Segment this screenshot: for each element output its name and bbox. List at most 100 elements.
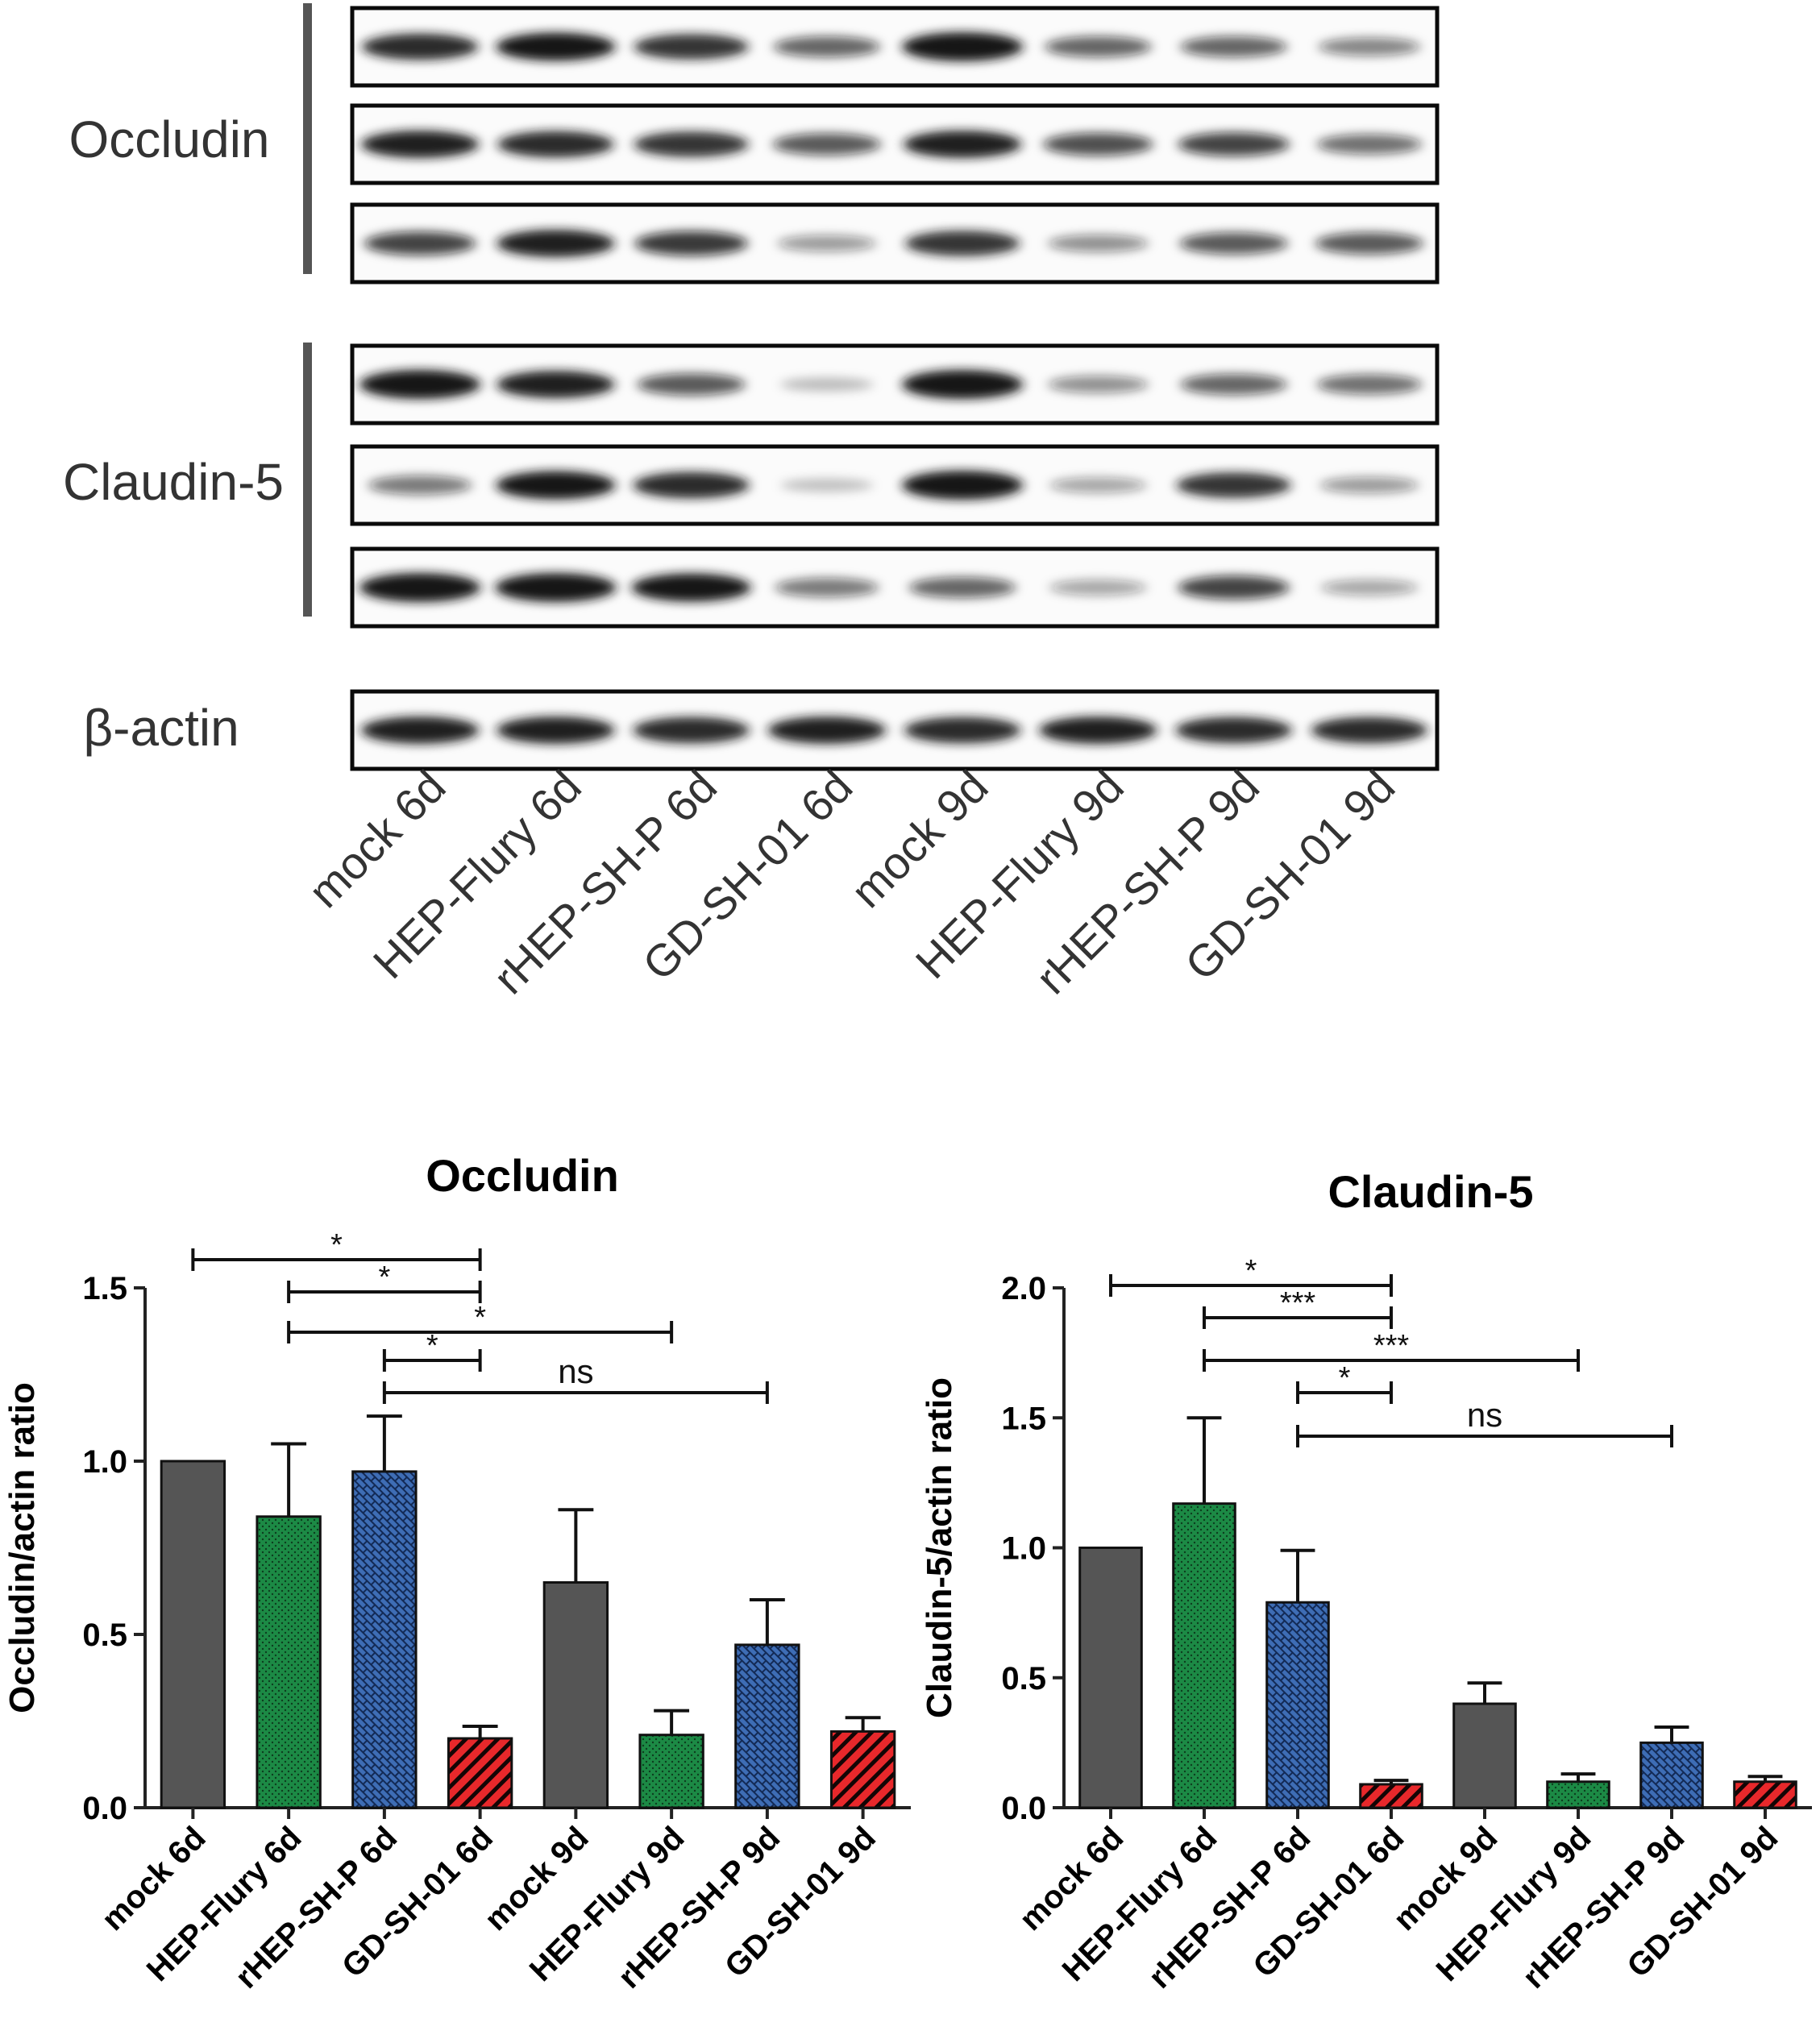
blot-row-label: β-actin bbox=[83, 699, 239, 757]
blot-band bbox=[633, 716, 750, 744]
blot-strip-1-1 bbox=[350, 444, 1440, 526]
blot-band bbox=[497, 131, 614, 158]
y-tick-label: 1.5 bbox=[82, 1271, 127, 1306]
claudin5-bar-chart: Claudin-5 Claudin-5/actin ratio 0.0 0.5 1.0 1… bbox=[920, 1166, 1812, 1995]
blot-band bbox=[497, 230, 615, 257]
blot-band bbox=[902, 471, 1024, 500]
bar bbox=[1639, 1741, 1704, 1809]
blot-band bbox=[780, 478, 873, 492]
bar bbox=[1546, 1780, 1610, 1809]
bar bbox=[734, 1643, 800, 1809]
blot-band bbox=[362, 33, 479, 60]
y-tick-label: 0.0 bbox=[1001, 1791, 1046, 1826]
significance-label: * bbox=[378, 1260, 390, 1294]
blot-band bbox=[1045, 35, 1152, 58]
y-tick-label: 1.0 bbox=[1001, 1531, 1046, 1567]
blot-band bbox=[1039, 716, 1157, 744]
blot-band bbox=[1049, 477, 1147, 493]
blot-band bbox=[1180, 35, 1287, 58]
blot-band bbox=[361, 131, 480, 158]
blot-strip-1-0 bbox=[350, 343, 1440, 426]
blot-band bbox=[631, 573, 751, 602]
chart-title: Occludin bbox=[426, 1150, 619, 1201]
blot-band bbox=[777, 235, 876, 252]
blot-band bbox=[904, 716, 1021, 744]
blot-band bbox=[368, 475, 472, 495]
occludin-bar-chart: Occludin Occludin/actin ratio 0.0 0.5 1.0 1.5… bbox=[2, 1150, 911, 1995]
blot-band bbox=[775, 578, 879, 597]
bar bbox=[1359, 1783, 1423, 1809]
blot-band bbox=[1318, 37, 1420, 56]
blot-strip-0-1 bbox=[350, 103, 1440, 185]
blot-band bbox=[1319, 476, 1419, 494]
blot-band bbox=[1179, 232, 1288, 255]
blot-band bbox=[1043, 132, 1153, 156]
significance-label: ns bbox=[1467, 1396, 1502, 1434]
blot-band bbox=[497, 371, 615, 398]
blot-band bbox=[1178, 132, 1290, 156]
blot-band bbox=[495, 573, 617, 602]
significance-label: * bbox=[330, 1228, 343, 1262]
bar bbox=[1265, 1601, 1330, 1809]
bar bbox=[638, 1734, 704, 1809]
blot-strip-0-2 bbox=[350, 202, 1440, 284]
blot-band bbox=[361, 716, 480, 744]
blot-band bbox=[767, 716, 886, 744]
y-tick-label: 0.5 bbox=[1001, 1661, 1046, 1696]
blot-band bbox=[904, 131, 1022, 158]
bar bbox=[160, 1460, 226, 1809]
y-tick-label: 0.5 bbox=[82, 1617, 127, 1653]
blot-band bbox=[1311, 716, 1427, 744]
blot-band bbox=[772, 133, 881, 156]
bar bbox=[1078, 1547, 1143, 1809]
bar bbox=[447, 1737, 513, 1809]
blot-band bbox=[1320, 579, 1418, 596]
significance-label: * bbox=[1245, 1254, 1257, 1288]
significance-label: ns bbox=[558, 1352, 593, 1390]
blot-strip-0-0 bbox=[350, 6, 1440, 88]
blot-band bbox=[1315, 232, 1423, 255]
blot-strip-1-2 bbox=[350, 546, 1440, 629]
blot-band bbox=[497, 716, 615, 744]
blot-band bbox=[1175, 716, 1292, 744]
blot-band bbox=[1180, 373, 1287, 396]
blot-band bbox=[634, 230, 748, 256]
blot-band bbox=[634, 131, 749, 157]
significance-label: * bbox=[426, 1329, 438, 1363]
y-tick-label: 0.0 bbox=[82, 1791, 127, 1826]
bar bbox=[1452, 1702, 1517, 1809]
blot-band bbox=[902, 370, 1024, 399]
blot-group-bracket bbox=[303, 3, 312, 274]
significance-label: * bbox=[474, 1301, 486, 1335]
blot-band bbox=[1316, 134, 1422, 155]
blot-row-label: Occludin bbox=[69, 110, 270, 168]
blot-band bbox=[780, 377, 874, 392]
significance-label: * bbox=[1339, 1361, 1351, 1395]
blot-band bbox=[1048, 376, 1149, 393]
blot-band bbox=[1048, 235, 1149, 252]
blot-band bbox=[633, 471, 750, 499]
blot-band bbox=[496, 471, 616, 500]
y-tick-label: 2.0 bbox=[1001, 1271, 1046, 1306]
blot-band bbox=[637, 373, 746, 396]
blot-band bbox=[1316, 374, 1422, 395]
significance-label: *** bbox=[1373, 1329, 1410, 1363]
blot-band bbox=[902, 32, 1024, 61]
x-tick-label: rHEP-SH-P 9d bbox=[612, 1820, 787, 1995]
blot-band bbox=[1178, 575, 1290, 600]
y-axis-label: Occludin/actin ratio bbox=[2, 1382, 42, 1713]
y-axis-label: Claudin-5/actin ratio bbox=[920, 1377, 959, 1718]
chart-title: Claudin-5 bbox=[1328, 1166, 1533, 1217]
blot-band bbox=[364, 231, 476, 255]
blot-band bbox=[773, 35, 880, 58]
blot-band bbox=[634, 34, 749, 60]
blot-band bbox=[1176, 472, 1291, 498]
blot-strip-control bbox=[350, 689, 1440, 771]
significance-label: *** bbox=[1280, 1286, 1316, 1320]
x-tick-label: rHEP-SH-P 9d bbox=[1516, 1820, 1692, 1995]
bar bbox=[542, 1581, 609, 1809]
x-tick-label: rHEP-SH-P 6d bbox=[229, 1820, 405, 1995]
x-tick-label: rHEP-SH-P 6d bbox=[1142, 1820, 1318, 1995]
